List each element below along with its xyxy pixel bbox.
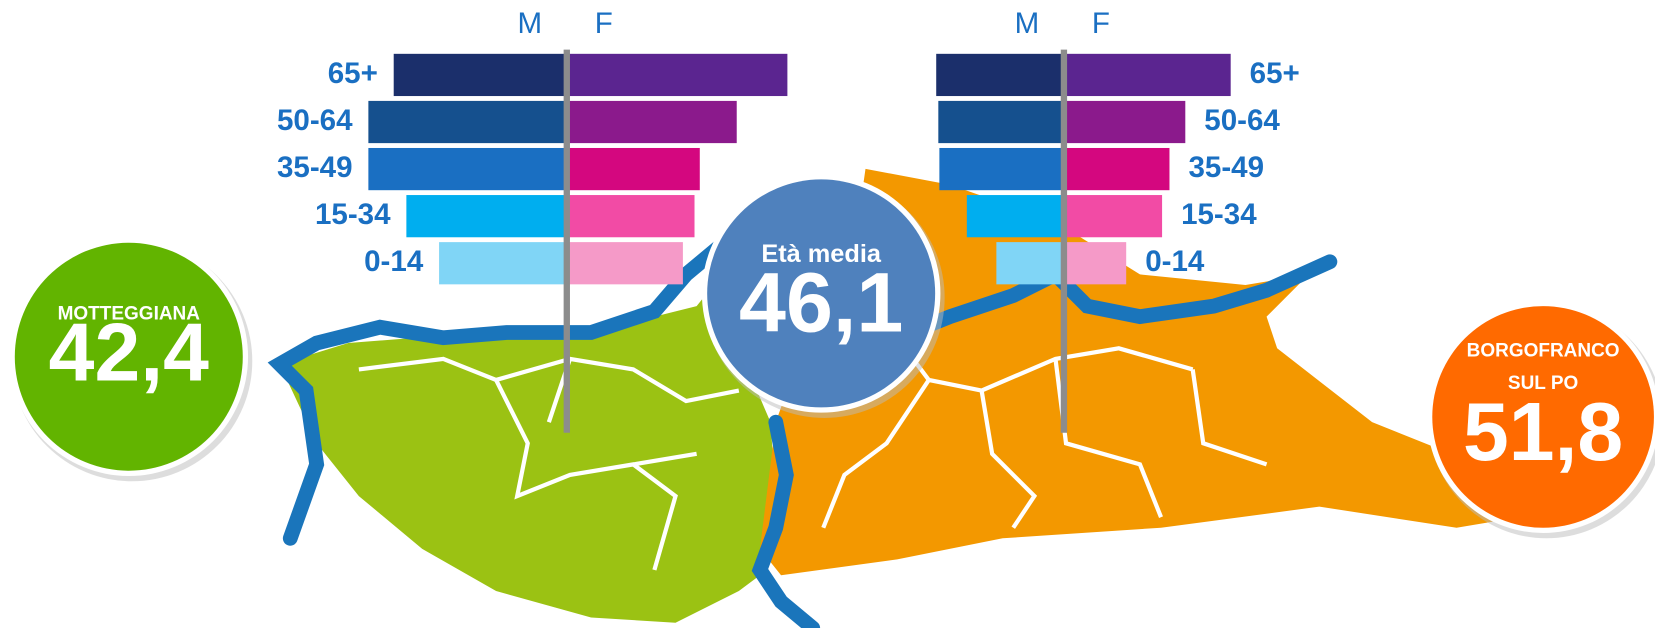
bar-female — [1063, 242, 1127, 285]
badge-title: BORGOFRANCO SUL PO — [1467, 340, 1620, 394]
category-label: 50-64 — [1204, 104, 1280, 137]
badge-title: Età media — [761, 240, 882, 268]
badge-value: 46,1 — [739, 256, 903, 350]
badge-title: MOTTEGGIANA — [58, 304, 201, 325]
badge-value: 42,4 — [49, 307, 209, 399]
bar-male — [368, 100, 567, 144]
legend-label: F — [595, 7, 613, 40]
map-east — [759, 168, 1520, 576]
bar-male — [936, 53, 1064, 97]
bar-male — [406, 195, 567, 238]
bar-female — [566, 53, 788, 97]
bar-female — [566, 195, 695, 238]
bar-female — [1063, 53, 1231, 97]
legend-label: M — [518, 7, 543, 40]
category-label: 15-34 — [315, 198, 391, 231]
category-label: 0-14 — [364, 245, 424, 278]
category-label: 65+ — [328, 57, 378, 90]
category-label: 0-14 — [1145, 245, 1205, 278]
category-label: 35-49 — [277, 151, 353, 184]
bar-male — [938, 100, 1064, 144]
legend-label: F — [1092, 7, 1110, 40]
map — [267, 168, 1520, 628]
badge-fill — [14, 242, 243, 471]
bar-female — [566, 242, 683, 285]
bar-female — [1063, 147, 1170, 191]
category-label: 65+ — [1250, 57, 1300, 90]
legend-label: M — [1015, 7, 1040, 40]
bar-female — [1063, 100, 1186, 144]
category-label: 35-49 — [1188, 151, 1264, 184]
bar-male — [368, 147, 567, 191]
bar-male — [939, 147, 1064, 191]
bar-female — [1063, 195, 1163, 238]
bar-male — [966, 195, 1064, 238]
bar-male — [996, 242, 1064, 285]
badge-fill — [1432, 306, 1654, 528]
badge-value: 51,8 — [1463, 386, 1623, 478]
bar-male — [393, 53, 567, 97]
category-label: 50-64 — [277, 104, 353, 137]
bar-female — [566, 147, 700, 191]
bar-female — [566, 100, 737, 144]
category-label: 15-34 — [1181, 198, 1257, 231]
bar-male — [439, 242, 567, 285]
badge-fill — [707, 179, 936, 408]
